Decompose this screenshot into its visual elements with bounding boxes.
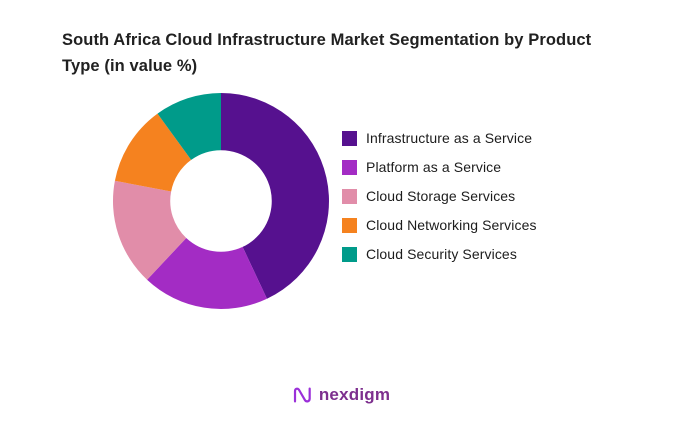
nexdigm-logo-icon (293, 387, 311, 403)
donut-segment[interactable] (147, 238, 267, 309)
legend-swatch-icon (342, 130, 357, 146)
chart-legend: Infrastructure as a Service Platform as … (342, 130, 537, 262)
legend-label: Infrastructure as a Service (366, 130, 533, 146)
nexdigm-logo: nexdigm (291, 384, 390, 406)
donut-chart-container (108, 88, 334, 314)
donut-chart (112, 93, 329, 309)
donut-segment[interactable] (157, 93, 221, 160)
legend-item-paas[interactable]: Platform as a Service (342, 159, 537, 175)
legend-label: Platform as a Service (366, 159, 502, 175)
donut-segment[interactable] (114, 113, 192, 192)
donut-segment[interactable] (221, 93, 329, 299)
legend-item-cloud-storage[interactable]: Cloud Storage Services (342, 188, 537, 204)
legend-swatch-icon (342, 188, 357, 204)
chart-title: South Africa Cloud Infrastructure Market… (62, 31, 592, 75)
legend-label: Cloud Networking Services (366, 217, 537, 233)
donut-segment[interactable] (112, 180, 187, 280)
legend-item-iaas[interactable]: Infrastructure as a Service (342, 130, 537, 146)
legend-item-cloud-security[interactable]: Cloud Security Services (342, 246, 537, 262)
legend-swatch-icon (342, 159, 357, 175)
nexdigm-logo-text: nexdigm (318, 385, 391, 404)
legend-label: Cloud Security Services (366, 246, 517, 262)
legend-item-cloud-networking[interactable]: Cloud Networking Services (342, 217, 537, 233)
legend-label: Cloud Storage Services (366, 188, 516, 204)
legend-swatch-icon (342, 246, 357, 262)
legend-swatch-icon (342, 217, 357, 233)
